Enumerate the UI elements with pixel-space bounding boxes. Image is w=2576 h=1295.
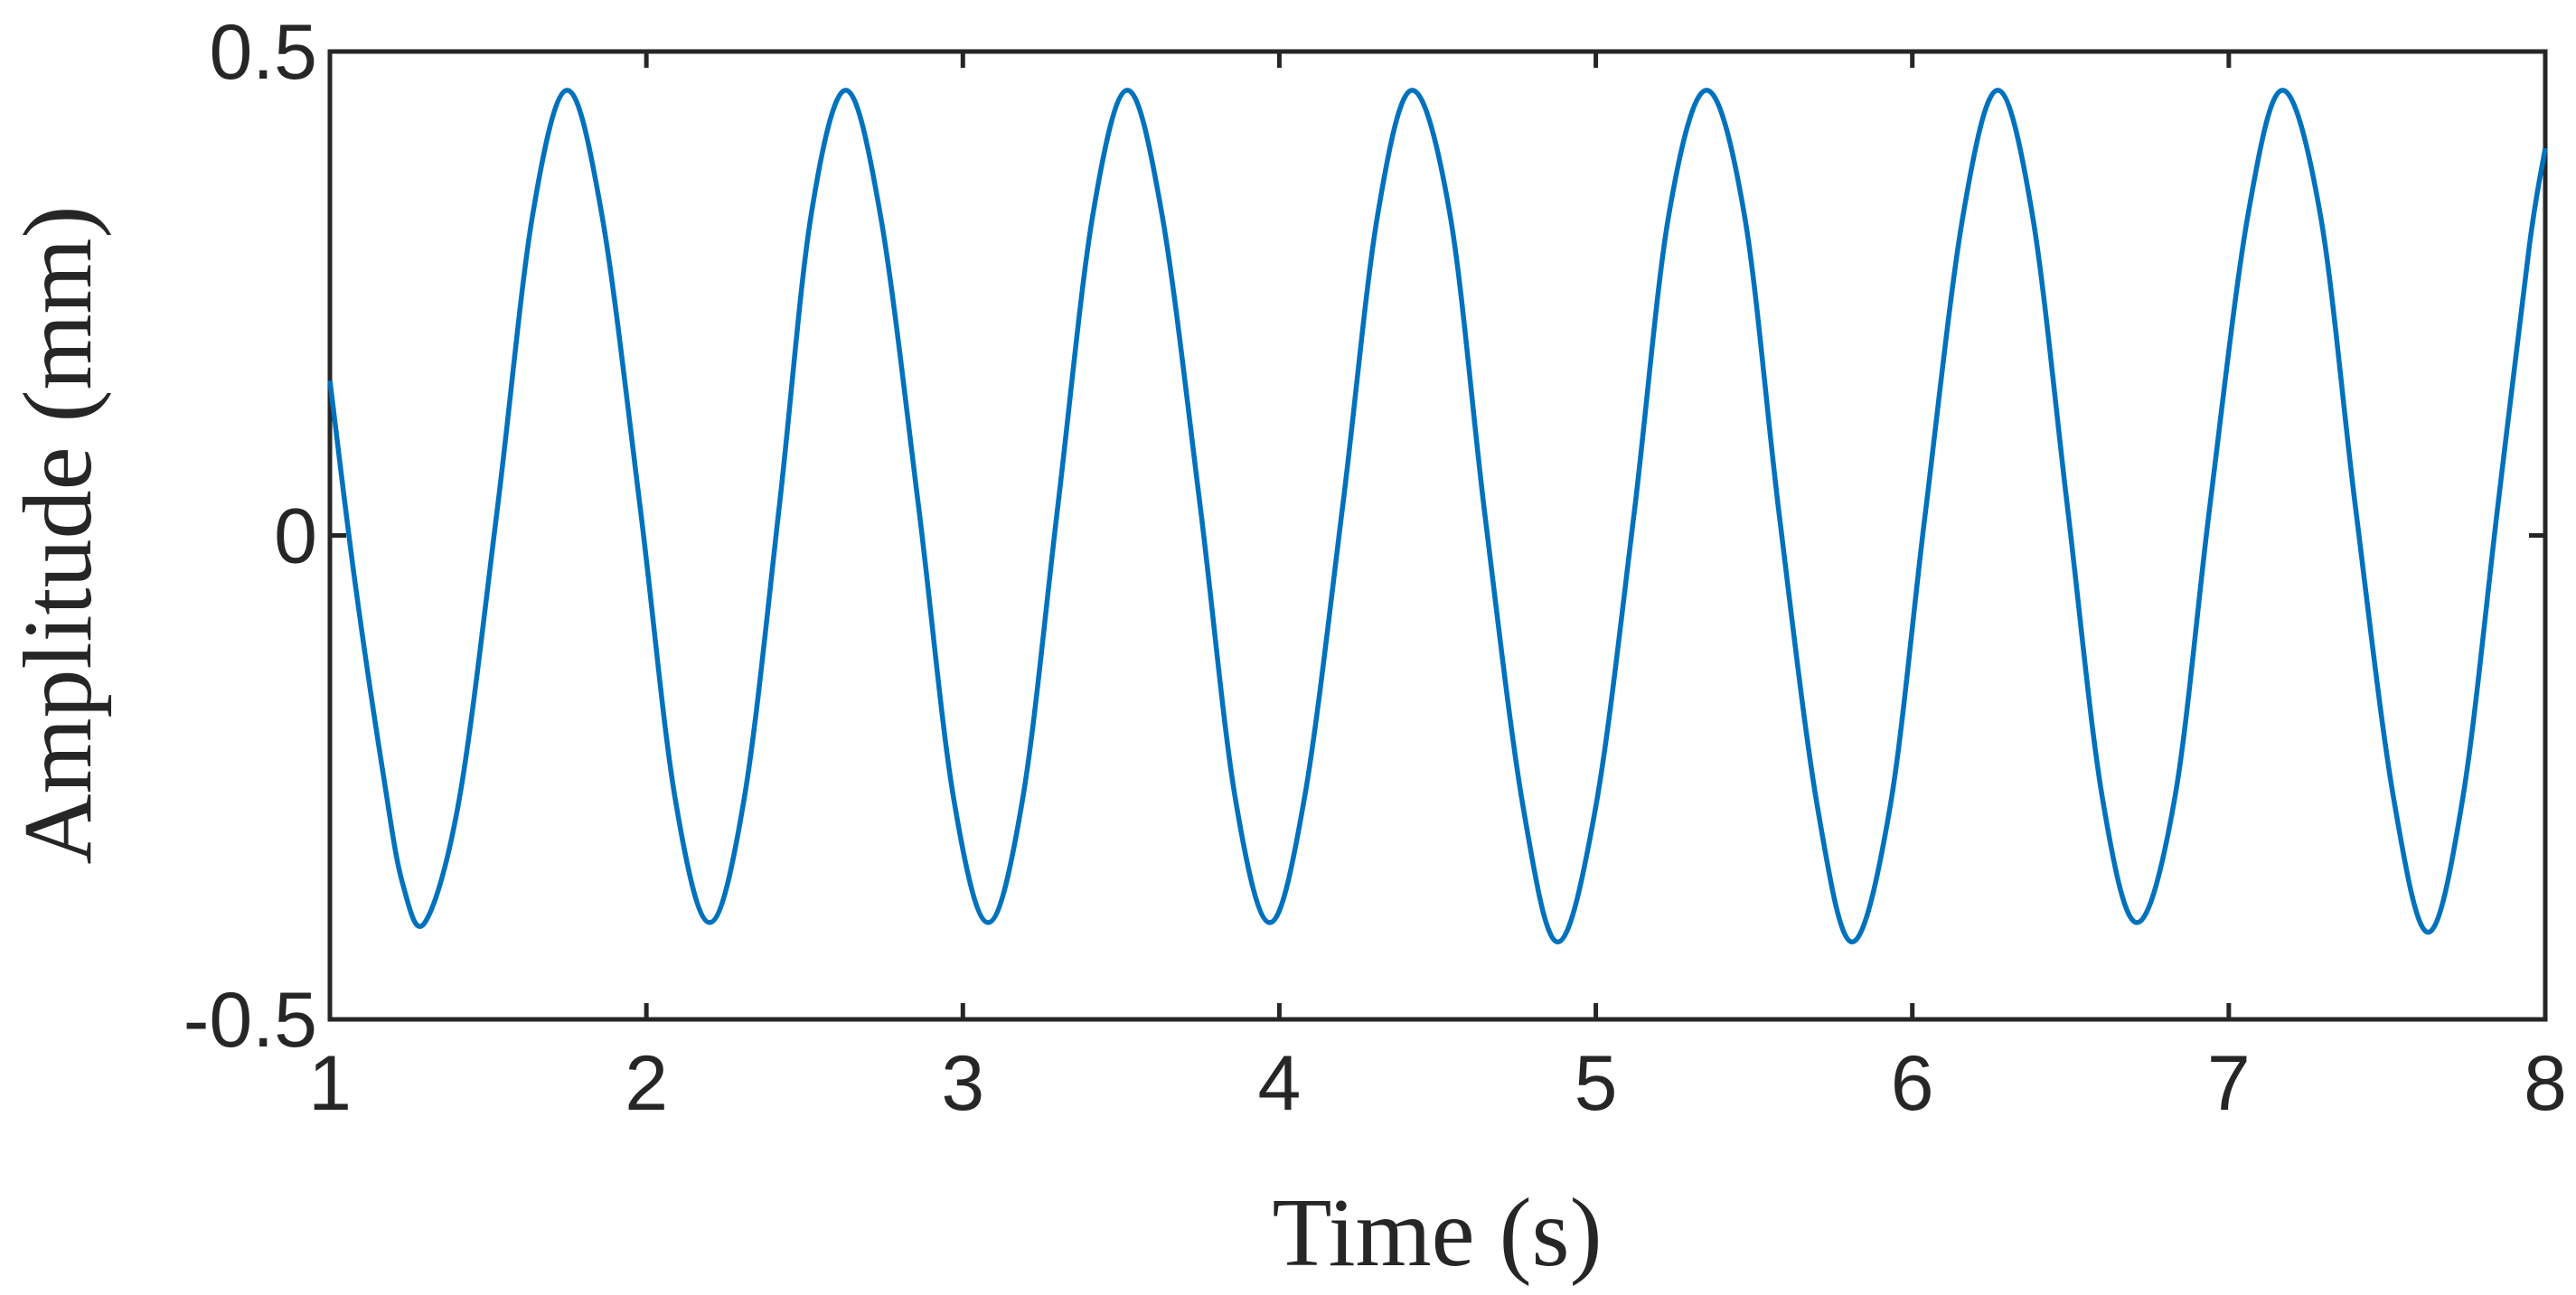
x-tick-label: 1 — [308, 1040, 352, 1127]
y-tick-label: -0.5 — [183, 977, 317, 1064]
data-line — [327, 88, 2548, 945]
x-axis-label: Time (s) — [1272, 1179, 1602, 1287]
y-tick-label: 0.5 — [209, 9, 317, 96]
plot-frame — [327, 49, 2548, 1022]
x-tick-label: 4 — [1258, 1040, 1302, 1127]
x-tick-label: 6 — [1891, 1040, 1934, 1127]
y-axis-label: Amplitude (mm) — [5, 206, 112, 865]
x-tick-label: 8 — [2524, 1040, 2567, 1127]
x-tick-label: 3 — [941, 1040, 984, 1127]
y-tick-label: 0 — [274, 493, 317, 580]
x-tick-label: 5 — [1575, 1040, 1618, 1127]
x-tick-label: 2 — [625, 1040, 668, 1127]
x-tick-label: 7 — [2207, 1040, 2251, 1127]
